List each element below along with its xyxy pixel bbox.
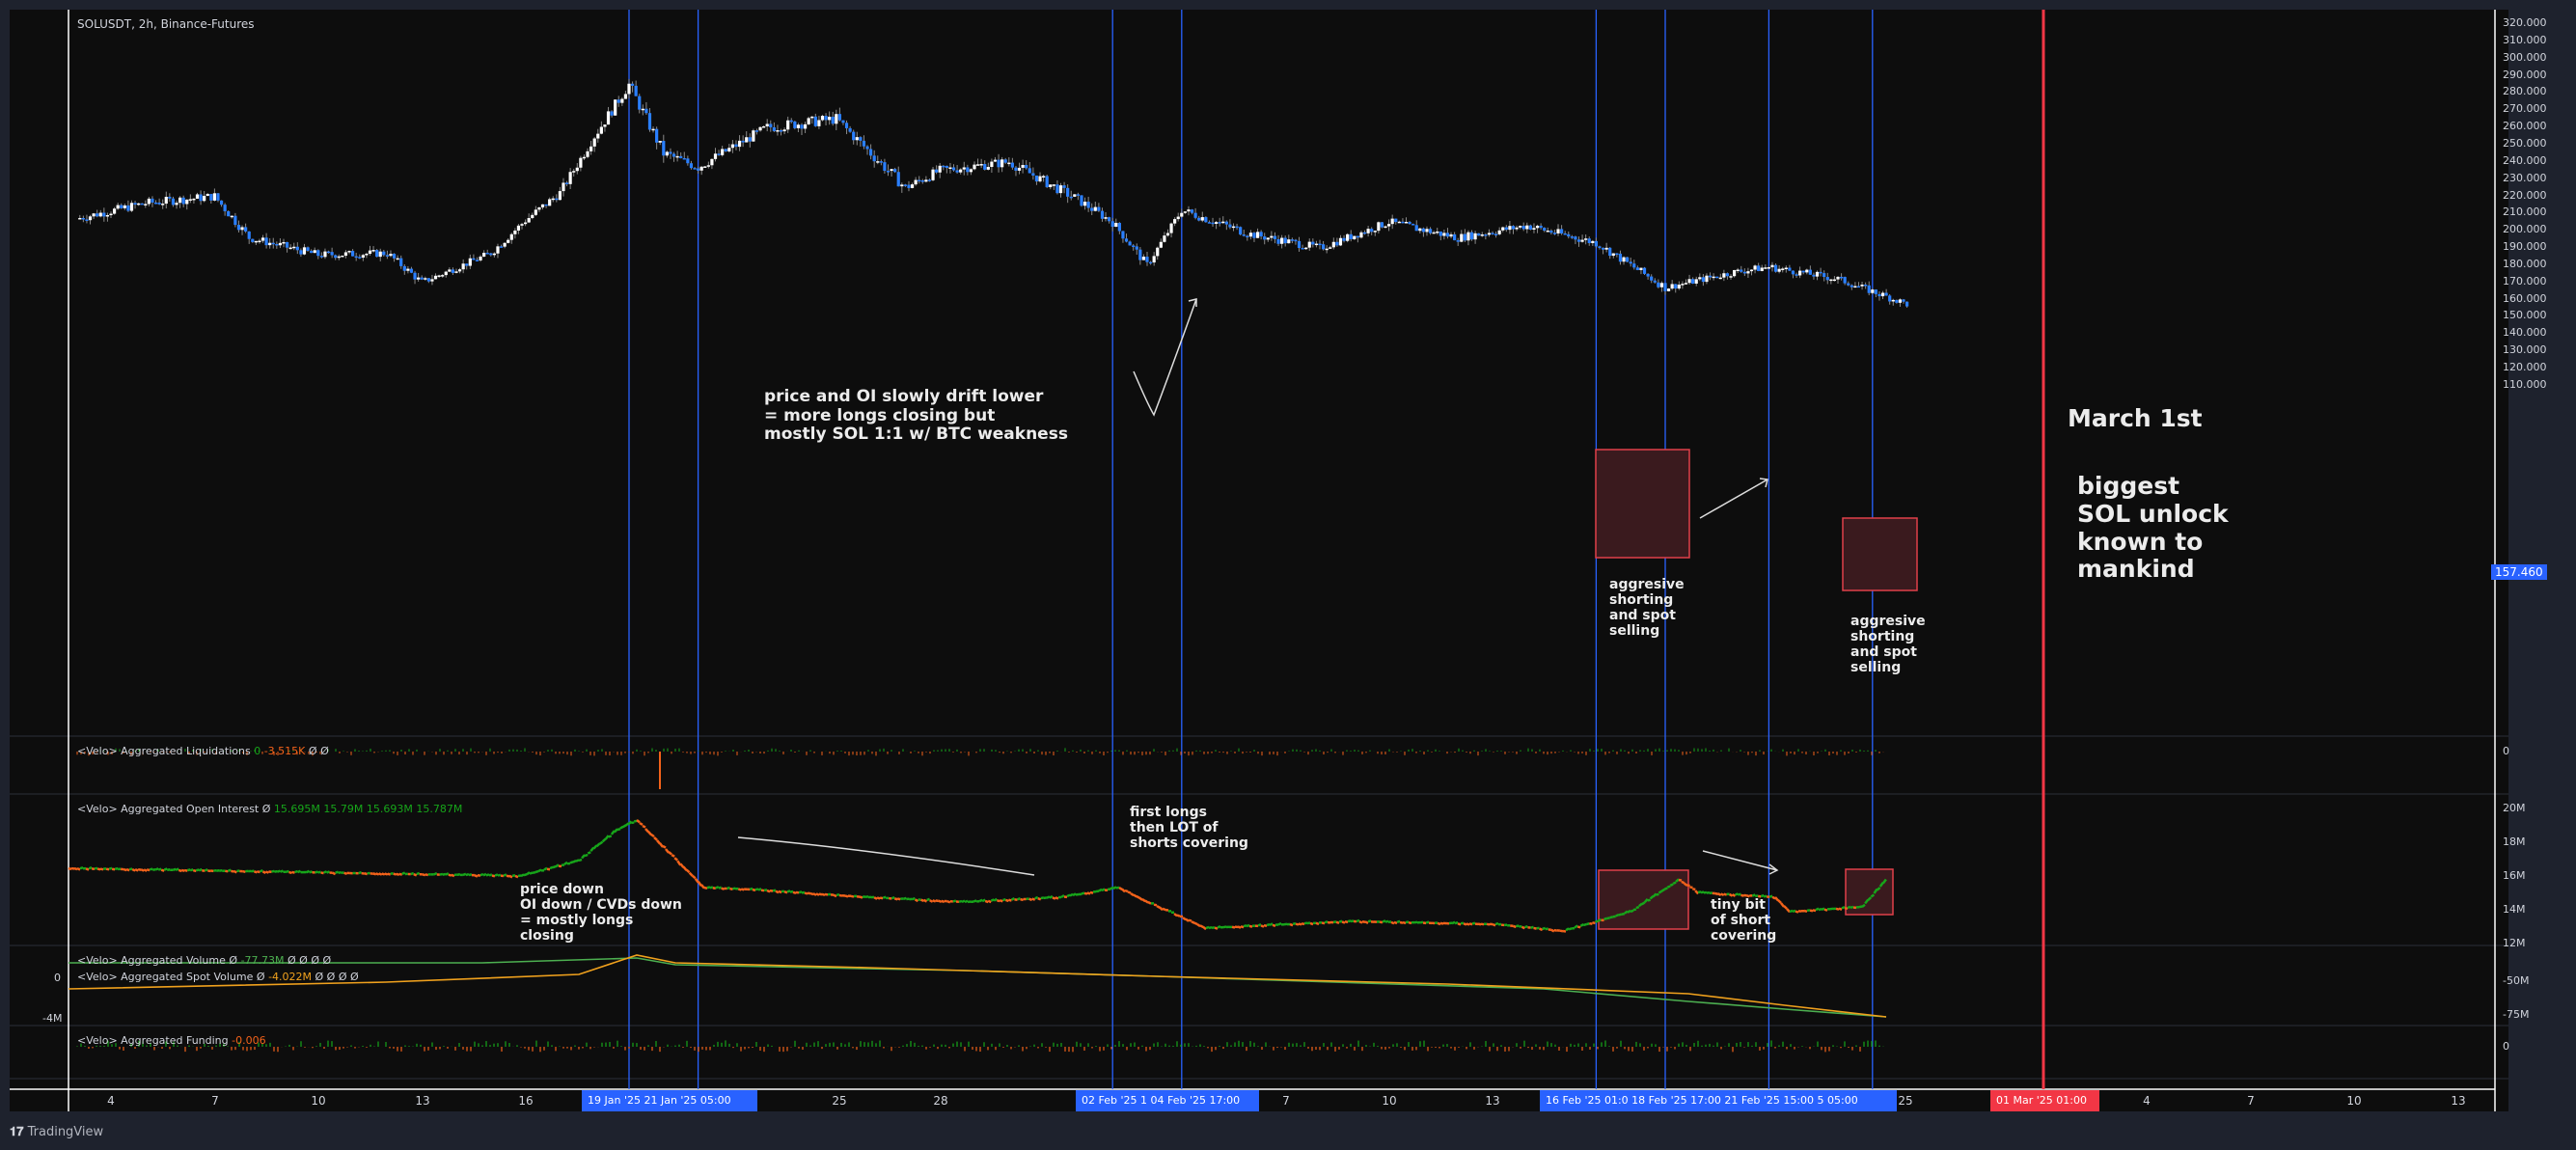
funding-axis-zero: 0 bbox=[2503, 1040, 2509, 1053]
time-axis-tick: 4 bbox=[2143, 1094, 2151, 1108]
oi-axis-18m: 18M bbox=[2503, 835, 2526, 848]
price-axis-label: 180.000 bbox=[2503, 257, 2547, 270]
price-axis-label: 210.000 bbox=[2503, 205, 2547, 219]
price-axis-label: 110.000 bbox=[2503, 377, 2547, 391]
annotation-march-1st: March 1st bbox=[2068, 404, 2203, 432]
price-axis-label: 140.000 bbox=[2503, 326, 2547, 340]
annotation-price-down: price down OI down / CVDs down = mostly … bbox=[520, 882, 682, 945]
marker-date-badge: 02 Feb '25 1 04 Feb '25 17:00 bbox=[1076, 1090, 1259, 1111]
annotation-tiny-short-covering: tiny bit of short covering bbox=[1711, 897, 1777, 945]
oi-axis-14m: 14M bbox=[2503, 903, 2526, 916]
price-axis-label: 190.000 bbox=[2503, 240, 2547, 254]
price-axis-label: 290.000 bbox=[2503, 68, 2547, 81]
price-axis-label: 220.000 bbox=[2503, 188, 2547, 202]
funding-legend: <Velo> Aggregated Funding -0.006 bbox=[77, 1034, 266, 1047]
price-axis-label: 240.000 bbox=[2503, 153, 2547, 167]
time-axis-tick: 13 bbox=[1485, 1094, 1500, 1108]
time-axis-tick: 10 bbox=[1382, 1094, 1397, 1108]
price-axis-label: 250.000 bbox=[2503, 136, 2547, 150]
chart-frame bbox=[10, 10, 2508, 1111]
volume-axis-75m: -75M bbox=[2503, 1008, 2530, 1021]
price-axis-label: 130.000 bbox=[2503, 343, 2547, 357]
annotation-aggressive-shorting-2: aggresive shorting and spot selling bbox=[1850, 614, 1926, 676]
open-interest-legend: <Velo> Aggregated Open Interest Ø 15.695… bbox=[77, 803, 463, 815]
event-date-badge: 01 Mar '25 01:00 bbox=[1990, 1090, 2099, 1111]
symbol-title: SOLUSDT, 2h, Binance-Futures bbox=[77, 17, 255, 31]
price-axis-label: 280.000 bbox=[2503, 85, 2547, 98]
liquidations-legend: <Velo> Aggregated Liquidations 0 -3.515K… bbox=[77, 745, 329, 757]
spot-volume-legend: <Velo> Aggregated Spot Volume Ø -4.022M … bbox=[77, 971, 359, 983]
price-axis-label: 150.000 bbox=[2503, 309, 2547, 322]
time-axis-tick: 7 bbox=[2247, 1094, 2255, 1108]
spot-volume-axis-zero: 0 bbox=[54, 972, 61, 984]
time-axis-tick: 16 bbox=[518, 1094, 534, 1108]
liquidations-axis-zero: 0 bbox=[2503, 745, 2509, 757]
tradingview-logo-icon: 𝟏𝟕 bbox=[10, 1125, 24, 1139]
time-axis-tick: 13 bbox=[2451, 1094, 2466, 1108]
time-axis-tick: 25 bbox=[832, 1094, 847, 1108]
marker-date-badge: 19 Jan '25 21 Jan '25 05:00 bbox=[582, 1090, 757, 1111]
oi-axis-16m: 16M bbox=[2503, 869, 2526, 882]
price-axis-label: 200.000 bbox=[2503, 223, 2547, 236]
annotation-aggressive-shorting-1: aggresive shorting and spot selling bbox=[1609, 577, 1685, 640]
volume-legend: <Velo> Aggregated Volume Ø -77.73M Ø Ø Ø… bbox=[77, 954, 332, 967]
time-axis-tick: 25 bbox=[1898, 1094, 1913, 1108]
time-axis-tick: 10 bbox=[2346, 1094, 2362, 1108]
price-axis-label: 310.000 bbox=[2503, 33, 2547, 46]
volume-axis-50m: -50M bbox=[2503, 974, 2530, 987]
annotation-drift-lower: price and OI slowly drift lower = more l… bbox=[764, 387, 1068, 445]
price-axis-label: 320.000 bbox=[2503, 16, 2547, 29]
time-axis-tick: 7 bbox=[1282, 1094, 1290, 1108]
oi-axis-20m: 20M bbox=[2503, 802, 2526, 814]
current-price-badge: 157.460 bbox=[2491, 564, 2547, 580]
price-axis-label: 270.000 bbox=[2503, 102, 2547, 116]
annotation-first-longs: first longs then LOT of shorts covering bbox=[1130, 805, 1248, 852]
oi-axis-12m: 12M bbox=[2503, 937, 2526, 949]
price-axis-label: 230.000 bbox=[2503, 171, 2547, 184]
price-axis-label: 260.000 bbox=[2503, 120, 2547, 133]
price-axis-label: 160.000 bbox=[2503, 291, 2547, 305]
marker-date-badge: 16 Feb '25 01:0 18 Feb '25 17:00 21 Feb … bbox=[1540, 1090, 1897, 1111]
time-axis-tick: 10 bbox=[311, 1094, 326, 1108]
annotation-sol-unlock: biggest SOL unlock known to mankind bbox=[2077, 472, 2229, 584]
time-axis-tick: 28 bbox=[933, 1094, 948, 1108]
time-axis-tick: 13 bbox=[415, 1094, 430, 1108]
time-axis-tick: 7 bbox=[211, 1094, 219, 1108]
price-axis-label: 300.000 bbox=[2503, 50, 2547, 64]
price-axis-label: 120.000 bbox=[2503, 361, 2547, 373]
tradingview-brand[interactable]: 𝟏𝟕 TradingView bbox=[10, 1125, 104, 1139]
price-axis-label: 170.000 bbox=[2503, 274, 2547, 288]
time-axis-tick: 4 bbox=[107, 1094, 115, 1108]
spot-volume-axis-4m: -4M bbox=[42, 1012, 63, 1025]
